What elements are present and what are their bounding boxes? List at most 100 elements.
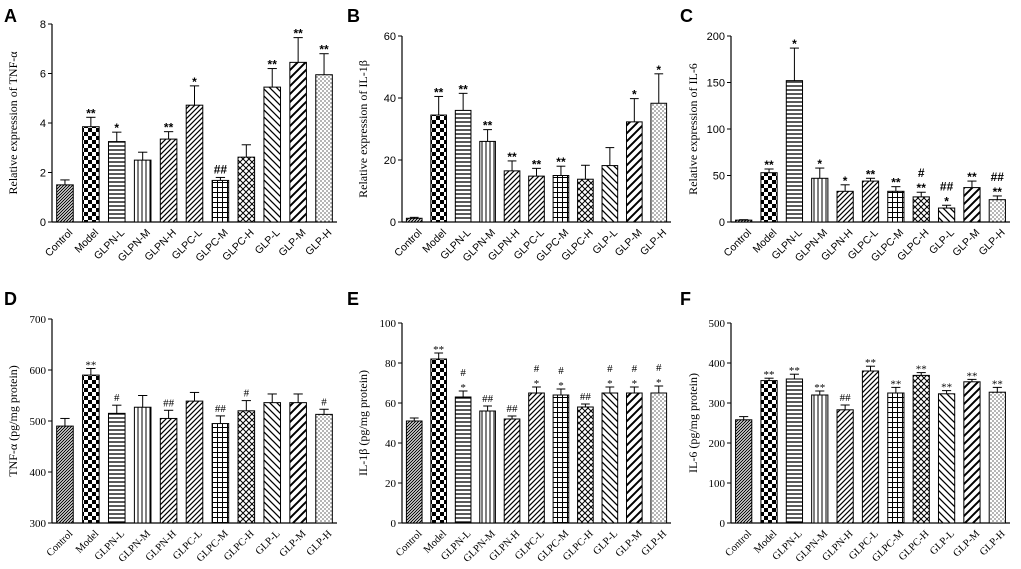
y-axis-label: Relative expression of TNF-α: [6, 51, 20, 195]
bar-glp-m: [963, 187, 981, 223]
significance-label: ##: [991, 170, 1005, 184]
x-tick-label: GLP-H: [638, 227, 669, 258]
chart-panel-e: E IL-1β (pg/mg protein) 0 20 40 60 80 100 Contro…: [347, 289, 671, 565]
y-tick-label: 0: [390, 217, 396, 229]
y-tick-label: 100: [709, 478, 726, 490]
significance-label: *: [114, 121, 119, 135]
significance-label: **: [532, 157, 542, 171]
significance-label: **: [941, 382, 952, 394]
y-tick-label: 40: [385, 438, 397, 450]
bar-glpc-h: [237, 410, 256, 524]
y-tick-label: 100: [380, 318, 397, 330]
bar-glpc-l: [528, 175, 545, 223]
significance-label: #: [114, 392, 120, 404]
significance-label: #: [460, 367, 466, 379]
y-axis-label: Relative expression of IL-1β: [356, 60, 370, 198]
bar-glpc-l: [185, 104, 204, 223]
x-tick-label: GLP-M: [614, 528, 645, 559]
bar-model: [760, 172, 778, 223]
y-tick-label: 50: [713, 171, 725, 183]
significance-label: *: [558, 380, 564, 392]
panel-letter: E: [347, 289, 359, 309]
significance-label: **: [433, 344, 444, 356]
significance-label: *: [944, 194, 949, 208]
significance-label: **: [268, 58, 278, 72]
bar-glpc-m: [211, 179, 230, 223]
significance-label: #: [534, 363, 540, 375]
y-tick-label: 300: [709, 398, 726, 410]
bar-glpc-m: [552, 175, 570, 223]
significance-label: ##: [840, 392, 852, 404]
significance-label: *: [817, 157, 822, 171]
y-tick-label: 20: [385, 478, 397, 490]
y-axis-label: Relative expression of IL-6: [686, 63, 700, 195]
significance-label: **: [434, 85, 444, 99]
y-tick-label: 500: [30, 416, 47, 428]
bar-glpc-h: [912, 374, 930, 524]
significance-label: ##: [507, 403, 519, 415]
bar-glpn-h: [159, 417, 178, 524]
bar-glpn-m: [811, 177, 829, 223]
y-tick-label: 700: [30, 314, 47, 326]
significance-label: ##: [214, 162, 228, 176]
significance-label: **: [967, 170, 977, 184]
bar-glp-m: [625, 392, 643, 524]
bar-glpn-m: [811, 394, 829, 524]
significance-label: **: [865, 357, 876, 369]
x-tick-label: Control: [43, 227, 75, 259]
bar-glp-m: [963, 381, 981, 524]
significance-label: ##: [940, 179, 954, 193]
significance-label: **: [507, 150, 517, 164]
y-tick-label: 0: [391, 518, 397, 530]
bar-glpc-m: [211, 423, 230, 524]
bar-glpc-l: [528, 392, 545, 524]
bar-glpc-h: [577, 406, 594, 524]
significance-label: **: [866, 167, 876, 181]
y-tick-label: 6: [40, 69, 46, 81]
x-tick-label: GLP-M: [950, 227, 982, 259]
bar-control: [56, 425, 74, 524]
y-tick-label: 80: [385, 358, 397, 370]
significance-label: **: [483, 119, 493, 133]
significance-label: *: [843, 174, 848, 188]
bar-control: [56, 184, 74, 223]
significance-label: **: [789, 365, 800, 377]
y-tick-label: 500: [709, 318, 726, 330]
significance-label: #: [632, 363, 638, 375]
y-tick-label: 20: [384, 155, 396, 167]
y-tick-label: 600: [30, 365, 47, 377]
y-tick-label: 200: [709, 438, 726, 450]
significance-label: **: [556, 155, 566, 169]
bar-glpn-h: [503, 170, 521, 223]
significance-label: **: [916, 364, 927, 376]
bar-model: [430, 358, 448, 524]
y-tick-label: 0: [719, 217, 725, 229]
bar-glpn-l: [785, 378, 804, 524]
bar-glp-h: [315, 74, 333, 223]
bar-control: [735, 419, 753, 524]
panel-letter: B: [347, 6, 360, 26]
significance-label: #: [656, 362, 662, 374]
significance-label: **: [293, 27, 303, 41]
significance-label: **: [890, 378, 901, 390]
significance-label: ##: [482, 393, 494, 405]
significance-label: **: [458, 82, 468, 96]
y-tick-label: 40: [384, 93, 396, 105]
y-tick-label: 0: [40, 217, 46, 229]
y-tick-label: 2: [40, 168, 46, 180]
y-tick-label: 200: [707, 31, 725, 43]
x-tick-label: Control: [724, 528, 755, 559]
bar-control: [405, 420, 423, 524]
significance-label: **: [917, 181, 927, 195]
y-tick-label: 8: [40, 19, 46, 31]
bar-glpn-h: [836, 409, 854, 524]
bar-glp-l: [263, 402, 282, 524]
y-tick-label: 400: [709, 358, 726, 370]
x-tick-label: GLP-H: [976, 227, 1007, 258]
significance-label: **: [85, 359, 96, 371]
bar-glpc-l: [861, 370, 880, 524]
bar-glpc-h: [912, 196, 930, 223]
significance-label: #: [558, 365, 564, 377]
bar-glp-l: [263, 86, 282, 223]
